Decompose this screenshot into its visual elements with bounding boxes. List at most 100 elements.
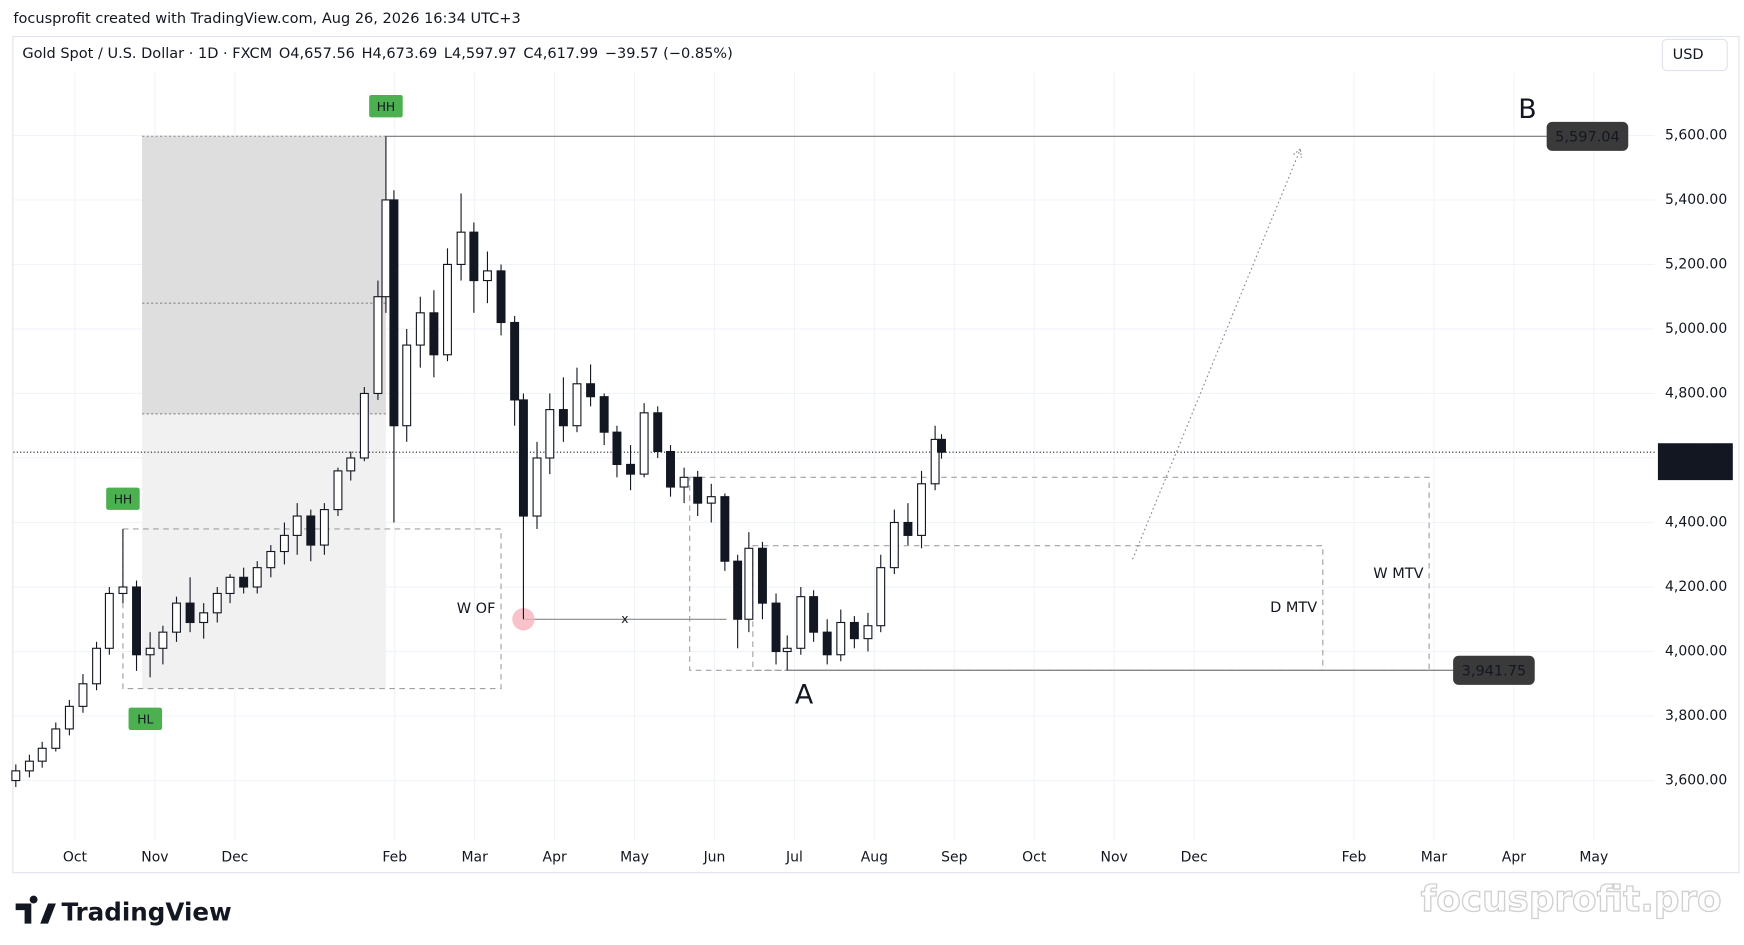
level-tag (1546, 121, 1629, 151)
candle-body (456, 231, 466, 265)
marker-label: HH (377, 100, 395, 114)
x-tick-label: Nov (1101, 850, 1128, 866)
candle-body (415, 312, 425, 346)
marker-tag (369, 95, 403, 118)
candle-body (496, 270, 506, 324)
y-tick-label: 4,800.00 (1665, 385, 1727, 401)
candle-body (757, 547, 767, 604)
candle-body (266, 550, 276, 569)
currency-button[interactable] (1661, 38, 1728, 72)
ohlc-value: 4,673.69 (373, 46, 438, 62)
marker-label: HH (114, 492, 132, 506)
candle-body (706, 496, 716, 504)
ohlc-key: H (362, 46, 373, 62)
candle-body (239, 576, 249, 588)
y-tick-label: 4,000.00 (1665, 644, 1727, 660)
x-tick-label: Oct (1022, 850, 1047, 866)
box-label: D MTV (1270, 600, 1317, 616)
x-tick-label: Dec (1181, 850, 1208, 866)
candle-body (279, 534, 289, 553)
candle-body (639, 412, 649, 475)
candle-body (11, 770, 21, 782)
y-tick-label: 3,800.00 (1665, 708, 1727, 724)
candle-body (64, 705, 74, 730)
ohlc-key: L (444, 46, 453, 62)
candle-body (572, 383, 582, 427)
candle-body (104, 592, 114, 649)
ohlc-key: C (523, 46, 533, 62)
candle-body (381, 199, 391, 298)
x-tick-label: Oct (63, 850, 88, 866)
x-tick-label: Mar (1421, 850, 1448, 866)
candle-body (558, 409, 568, 427)
candle-body (518, 399, 528, 517)
currency[interactable]: USD (1673, 47, 1704, 63)
y-tick-label: 4,400.00 (1665, 514, 1727, 530)
candle-body (78, 683, 88, 707)
candle-body (771, 602, 781, 653)
candle-body (443, 263, 452, 356)
x-tick-label: Nov (141, 850, 168, 866)
candle-body (809, 596, 819, 633)
candle-body (346, 457, 356, 472)
brand: TradingView (61, 898, 231, 927)
x-tick-label: Apr (1502, 850, 1526, 866)
candle-body (532, 457, 542, 517)
candle-body (720, 496, 730, 562)
candle-body (836, 621, 846, 656)
candle-body (666, 450, 675, 488)
level-label: 3,941.75 (1462, 663, 1527, 679)
x-tick-label: May (620, 850, 649, 866)
marker-tag (128, 707, 163, 730)
candle-body (612, 431, 622, 465)
candle-body (482, 270, 492, 282)
x-tick-label: Aug (861, 850, 888, 866)
x-tick-label: Sep (941, 850, 967, 866)
candle-body (333, 470, 343, 511)
x-tick-label: Dec (221, 850, 248, 866)
credit: focusprofit created with TradingView.com… (13, 11, 520, 27)
candle-body (733, 560, 743, 620)
candle-body (937, 438, 946, 453)
watermark: focusprofit.pro (1421, 879, 1722, 920)
candle-body (402, 344, 412, 427)
candle-body (889, 521, 899, 569)
candle-body (24, 760, 34, 772)
candle-body (212, 592, 222, 614)
candle-body (158, 631, 168, 649)
candle-body (185, 602, 195, 624)
candle-body (225, 576, 235, 595)
candle-body (429, 312, 439, 356)
level-tag (1453, 655, 1535, 685)
x-tick-label: Jun (703, 850, 726, 866)
candle-body (653, 412, 663, 453)
candle-body (626, 463, 636, 475)
brand-logo: TradingView (15, 895, 232, 927)
candle-body (796, 596, 806, 649)
point-label: A (795, 680, 814, 711)
box (122, 528, 502, 690)
candle-body (389, 199, 399, 427)
box-label: W MTV (1373, 566, 1423, 582)
last-price-label: 4,617.99 (1666, 444, 1728, 460)
x-tick-label: Apr (543, 850, 567, 866)
candle-body (545, 409, 555, 459)
y-tick-label: 5,200.00 (1665, 256, 1727, 272)
candle-body (693, 476, 703, 504)
candle-body (822, 631, 832, 656)
y-tick-label: 5,600.00 (1665, 127, 1727, 143)
candle-body (679, 476, 689, 488)
candle-body (252, 567, 262, 588)
ohlc-value: 4,617.99 (533, 46, 598, 62)
candle-body (930, 438, 940, 485)
candle-body (306, 515, 316, 546)
candle-body (876, 567, 886, 627)
zone (142, 136, 386, 414)
candle-body (849, 621, 859, 640)
x-tick-label: Feb (1342, 850, 1367, 866)
sweep-mark: x (621, 612, 628, 626)
countdown: 07:25:24 (1666, 461, 1729, 477)
candle-body (319, 509, 329, 546)
candle-body (586, 383, 596, 398)
